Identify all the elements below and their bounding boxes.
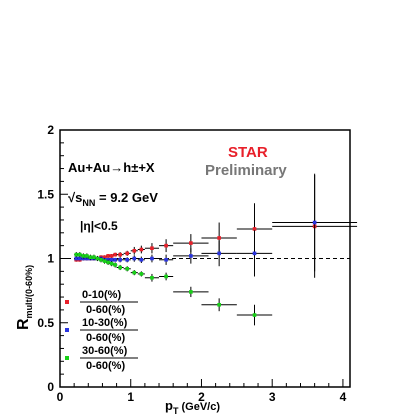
legend-marker (65, 356, 69, 360)
data-point (139, 257, 144, 262)
data-point (312, 220, 317, 225)
data-point (85, 254, 89, 258)
energy-var: s (75, 190, 82, 205)
data-point (132, 270, 137, 275)
y-tick-label: 1 (47, 252, 54, 266)
y-axis-var: R (15, 318, 32, 330)
y-axis-label: Rmult/(0-60%) (15, 265, 34, 330)
data-point (139, 247, 144, 252)
legend-denominator: 0-60(%) (86, 304, 125, 316)
legend-numerator: 30-60(%) (82, 345, 128, 357)
data-point (118, 252, 122, 257)
data-point (106, 257, 110, 262)
data-point (118, 265, 122, 270)
x-tick-label: 1 (127, 390, 134, 404)
data-point (113, 252, 117, 257)
legend-numerator: 0-10(%) (82, 289, 121, 301)
legend-denominator: 0-60(%) (86, 332, 125, 344)
data-point (252, 313, 257, 317)
data-point (81, 254, 86, 258)
legend-marker (65, 300, 69, 304)
data-point (88, 255, 93, 260)
series-1 (74, 173, 358, 277)
data-point (99, 257, 103, 262)
legend-marker (65, 328, 69, 332)
data-point (164, 257, 168, 262)
legend: 0-10(%)0-60(%)10-30(%)0-60(%)30-60(%)0-6… (65, 289, 138, 372)
data-point (189, 241, 193, 245)
data-point (252, 251, 257, 256)
data-point (189, 254, 193, 258)
data-point (109, 257, 114, 262)
x-tick-label: 4 (340, 390, 347, 404)
eta-cut-label: |η|<0.5 (80, 219, 118, 233)
data-point (95, 256, 100, 261)
y-axis-sub: mult/(0-60%) (24, 265, 34, 319)
data-point (150, 246, 154, 251)
data-point (109, 254, 114, 258)
energy-sqrt: √ (68, 190, 76, 205)
data-point (102, 259, 107, 263)
data-point (113, 257, 117, 262)
data-point (74, 252, 79, 257)
data-point (106, 260, 110, 265)
x-tick-label: 2 (198, 390, 205, 404)
data-point (113, 263, 117, 267)
legend-numerator: 10-30(%) (82, 317, 128, 329)
data-point (125, 266, 129, 271)
data-point (132, 248, 137, 253)
legend-denominator: 0-60(%) (86, 360, 125, 372)
data-point (139, 272, 144, 276)
data-point (217, 236, 221, 240)
data-point (118, 257, 122, 262)
data-point (125, 251, 129, 256)
x-tick-label: 0 (57, 390, 64, 404)
series-2 (74, 252, 273, 326)
data-point (92, 255, 96, 260)
data-point (106, 254, 110, 258)
energy-sub: NN (82, 198, 95, 208)
data-point (78, 256, 82, 261)
y-tick-label: 2 (47, 123, 54, 137)
x-axis-unit: (GeV/c) (178, 401, 220, 413)
data-point (109, 261, 114, 266)
data-point (217, 251, 221, 256)
energy-value: = 9.2 GeV (95, 190, 158, 205)
y-tick-label: 0.5 (37, 316, 54, 330)
y-tick-label: 0 (47, 380, 54, 394)
status-label: Preliminary (205, 162, 287, 179)
data-point (125, 257, 129, 262)
data-point (217, 302, 221, 307)
data-point (132, 256, 137, 261)
data-point (164, 274, 168, 279)
x-axis-var: p (165, 398, 173, 413)
data-point (164, 243, 168, 248)
data-point (150, 275, 154, 280)
data-point (102, 255, 107, 260)
data-point (78, 252, 82, 257)
data-point (74, 256, 79, 261)
data-point (150, 256, 154, 261)
y-tick-label: 1.5 (37, 187, 54, 201)
x-tick-label: 3 (269, 390, 276, 404)
x-axis-label: pT (GeV/c) (165, 398, 220, 416)
energy-label: √sNN = 9.2 GeV (68, 190, 158, 208)
data-point (252, 227, 257, 231)
experiment-label: STAR (228, 144, 268, 161)
x-axis-sub: T (173, 406, 179, 416)
reaction-label: Au+Au→h±+X (68, 160, 155, 175)
data-point (189, 290, 193, 294)
